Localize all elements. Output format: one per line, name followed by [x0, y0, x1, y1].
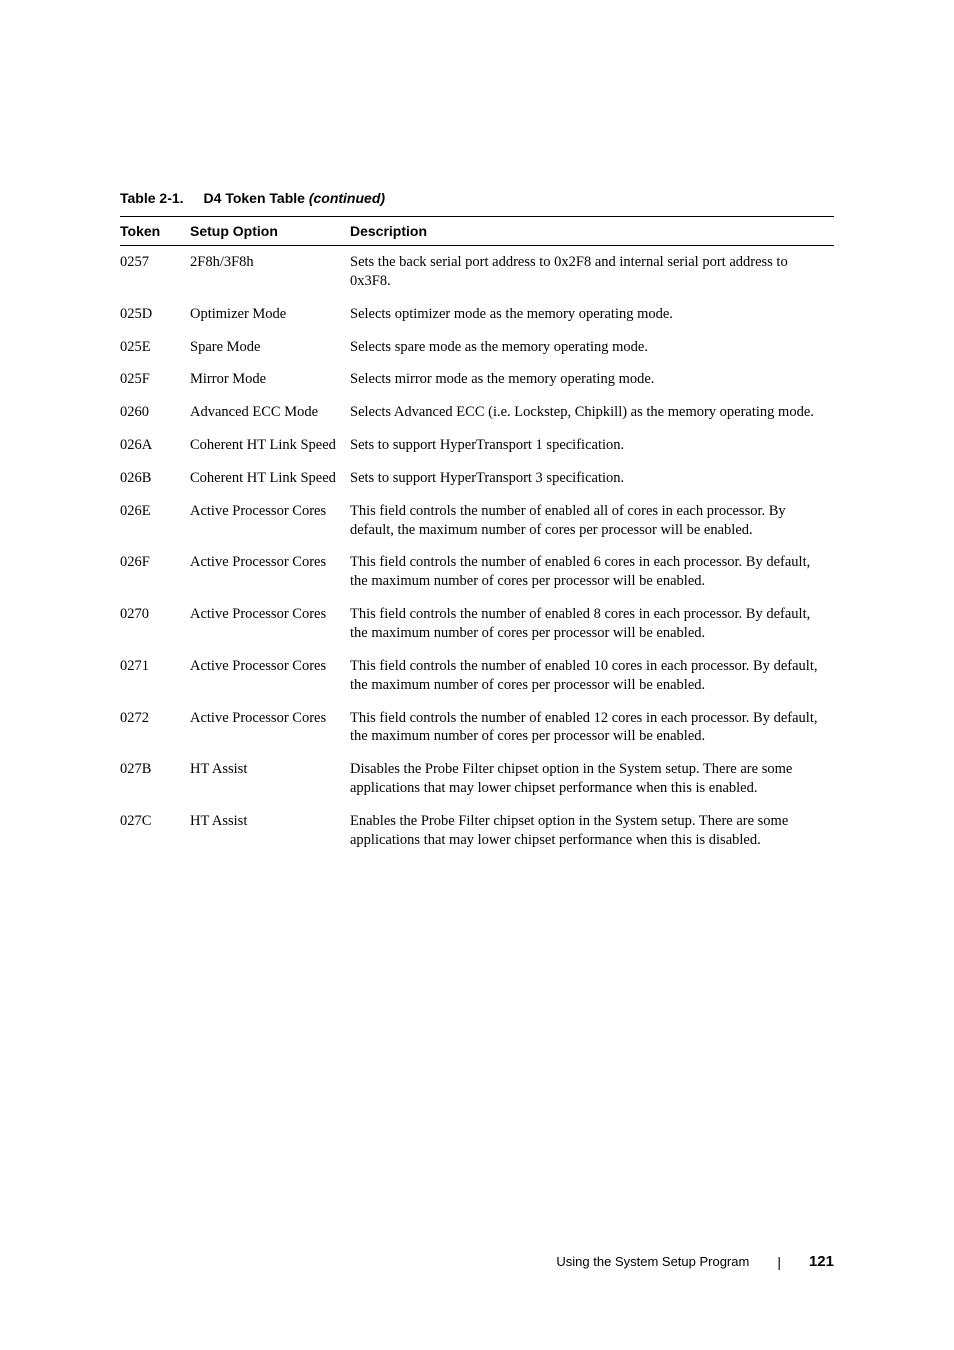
cell-token: 026F: [120, 546, 190, 598]
cell-token: 025E: [120, 331, 190, 364]
cell-setup: Active Processor Cores: [190, 546, 350, 598]
cell-setup: Advanced ECC Mode: [190, 396, 350, 429]
cell-token: 027C: [120, 805, 190, 857]
header-description: Description: [350, 217, 834, 246]
table-row: 0257 2F8h/3F8h Sets the back serial port…: [120, 246, 834, 298]
cell-setup: Active Processor Cores: [190, 650, 350, 702]
cell-token: 025F: [120, 363, 190, 396]
table-row: 027B HT Assist Disables the Probe Filter…: [120, 753, 834, 805]
table-row: 025E Spare Mode Selects spare mode as th…: [120, 331, 834, 364]
cell-token: 026E: [120, 495, 190, 547]
header-token: Token: [120, 217, 190, 246]
footer-page-number: 121: [809, 1253, 834, 1270]
table-row: 026F Active Processor Cores This field c…: [120, 546, 834, 598]
table-row: 027C HT Assist Enables the Probe Filter …: [120, 805, 834, 857]
cell-description: This field controls the number of enable…: [350, 546, 834, 598]
cell-description: Sets to support HyperTransport 3 specifi…: [350, 462, 834, 495]
table-header-row: Token Setup Option Description: [120, 217, 834, 246]
table-row: 0270 Active Processor Cores This field c…: [120, 598, 834, 650]
cell-token: 026A: [120, 429, 190, 462]
cell-description: This field controls the number of enable…: [350, 598, 834, 650]
cell-token: 026B: [120, 462, 190, 495]
cell-token: 0271: [120, 650, 190, 702]
page-footer: Using the System Setup Program | 121: [556, 1253, 834, 1270]
caption-label: Table 2-1.: [120, 190, 184, 206]
table-caption: Table 2-1. D4 Token Table (continued): [120, 190, 834, 206]
cell-setup: HT Assist: [190, 753, 350, 805]
table-row: 026B Coherent HT Link Speed Sets to supp…: [120, 462, 834, 495]
footer-divider: |: [777, 1254, 781, 1270]
cell-setup: HT Assist: [190, 805, 350, 857]
cell-token: 027B: [120, 753, 190, 805]
header-setup: Setup Option: [190, 217, 350, 246]
cell-description: Selects mirror mode as the memory operat…: [350, 363, 834, 396]
cell-setup: Active Processor Cores: [190, 495, 350, 547]
table-row: 0260 Advanced ECC Mode Selects Advanced …: [120, 396, 834, 429]
cell-setup: Optimizer Mode: [190, 298, 350, 331]
cell-token: 0270: [120, 598, 190, 650]
table-row: 025D Optimizer Mode Selects optimizer mo…: [120, 298, 834, 331]
table-body: 0257 2F8h/3F8h Sets the back serial port…: [120, 246, 834, 857]
cell-token: 0272: [120, 702, 190, 754]
cell-setup: Active Processor Cores: [190, 598, 350, 650]
caption-continued: (continued): [309, 190, 385, 206]
cell-description: Selects spare mode as the memory operati…: [350, 331, 834, 364]
table-row: 025F Mirror Mode Selects mirror mode as …: [120, 363, 834, 396]
cell-description: Sets to support HyperTransport 1 specifi…: [350, 429, 834, 462]
cell-token: 0257: [120, 246, 190, 298]
cell-setup: Active Processor Cores: [190, 702, 350, 754]
caption-title: D4 Token Table: [204, 190, 305, 206]
token-table: Token Setup Option Description 0257 2F8h…: [120, 216, 834, 857]
cell-token: 0260: [120, 396, 190, 429]
cell-description: Enables the Probe Filter chipset option …: [350, 805, 834, 857]
cell-setup: 2F8h/3F8h: [190, 246, 350, 298]
table-row: 0272 Active Processor Cores This field c…: [120, 702, 834, 754]
cell-description: This field controls the number of enable…: [350, 702, 834, 754]
cell-setup: Coherent HT Link Speed: [190, 462, 350, 495]
cell-description: Selects Advanced ECC (i.e. Lockstep, Chi…: [350, 396, 834, 429]
cell-description: This field controls the number of enable…: [350, 495, 834, 547]
cell-setup: Mirror Mode: [190, 363, 350, 396]
table-row: 0271 Active Processor Cores This field c…: [120, 650, 834, 702]
cell-setup: Coherent HT Link Speed: [190, 429, 350, 462]
cell-setup: Spare Mode: [190, 331, 350, 364]
table-row: 026A Coherent HT Link Speed Sets to supp…: [120, 429, 834, 462]
cell-description: Sets the back serial port address to 0x2…: [350, 246, 834, 298]
footer-text: Using the System Setup Program: [556, 1254, 749, 1269]
table-row: 026E Active Processor Cores This field c…: [120, 495, 834, 547]
cell-description: Selects optimizer mode as the memory ope…: [350, 298, 834, 331]
cell-description: Disables the Probe Filter chipset option…: [350, 753, 834, 805]
cell-token: 025D: [120, 298, 190, 331]
cell-description: This field controls the number of enable…: [350, 650, 834, 702]
